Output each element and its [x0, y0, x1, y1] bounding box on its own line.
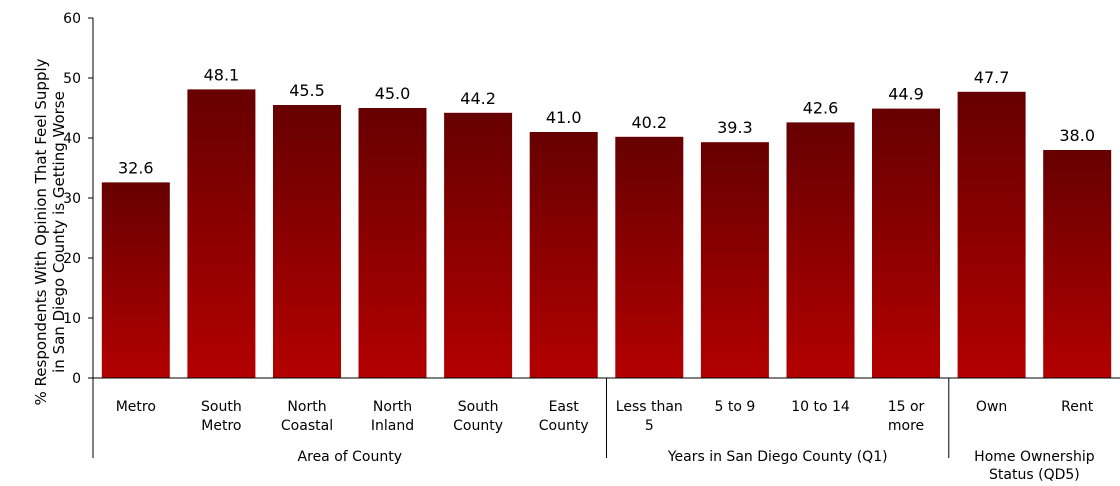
x-tick-label: 10 to 14	[791, 399, 850, 415]
data-label: 47.7	[974, 68, 1010, 87]
data-label: 42.6	[803, 98, 839, 117]
x-tick-label: Less than 5	[616, 399, 683, 434]
y-tick-label: 50	[63, 71, 81, 87]
bar	[700, 142, 769, 378]
data-label: 32.6	[118, 158, 154, 177]
x-tick-label: North Coastal	[281, 399, 333, 434]
y-tick-label: 10	[63, 311, 81, 327]
data-label: 40.2	[631, 113, 667, 132]
y-tick-label: 60	[63, 11, 81, 27]
label-group: 32.6 48.1 45.5 45.0 44.2 41.0 40.2 39.3 42.6 44.9…	[32, 11, 1095, 483]
x-tick-label: East County	[539, 399, 589, 434]
bar	[101, 182, 170, 378]
bar	[615, 136, 684, 378]
x-tick-label: Metro	[116, 399, 156, 415]
y-tick-label: 30	[63, 191, 81, 207]
x-tick-label: South County	[453, 399, 503, 434]
y-tick-label: 0	[72, 371, 81, 387]
bar	[529, 132, 598, 378]
data-label: 45.5	[289, 81, 325, 100]
x-tick-label: South Metro	[201, 399, 242, 434]
data-label: 44.9	[888, 85, 924, 104]
data-label: 44.2	[460, 89, 496, 108]
bar	[444, 112, 513, 379]
y-tick-label: 40	[63, 131, 81, 147]
group-label: Area of County	[298, 449, 402, 465]
group-label: Home Ownership Status (QD5)	[974, 449, 1095, 483]
data-label: 41.0	[546, 108, 582, 127]
bar	[187, 89, 256, 379]
data-label: 39.3	[717, 118, 753, 137]
y-axis-title: % Respondents With Opinion That Feel Sup…	[32, 58, 68, 405]
x-tick-label: 5 to 9	[715, 399, 756, 415]
bar	[1043, 150, 1112, 378]
group-label: Years in San Diego County (Q1)	[667, 449, 888, 465]
data-label: 45.0	[375, 84, 411, 103]
bar-group	[101, 89, 1112, 379]
x-tick-label: Rent	[1061, 399, 1094, 415]
data-label: 48.1	[204, 65, 240, 84]
x-tick-label: Own	[976, 399, 1007, 415]
bar	[358, 108, 427, 378]
bar	[957, 91, 1026, 379]
bar	[872, 108, 940, 378]
y-tick-label: 20	[63, 251, 81, 267]
bar	[273, 105, 341, 378]
data-label: 38.0	[1059, 126, 1095, 145]
bar	[786, 122, 855, 379]
x-tick-label: 15 or more	[888, 399, 925, 434]
x-tick-label: North Inland	[371, 399, 414, 434]
axes	[88, 17, 1120, 458]
